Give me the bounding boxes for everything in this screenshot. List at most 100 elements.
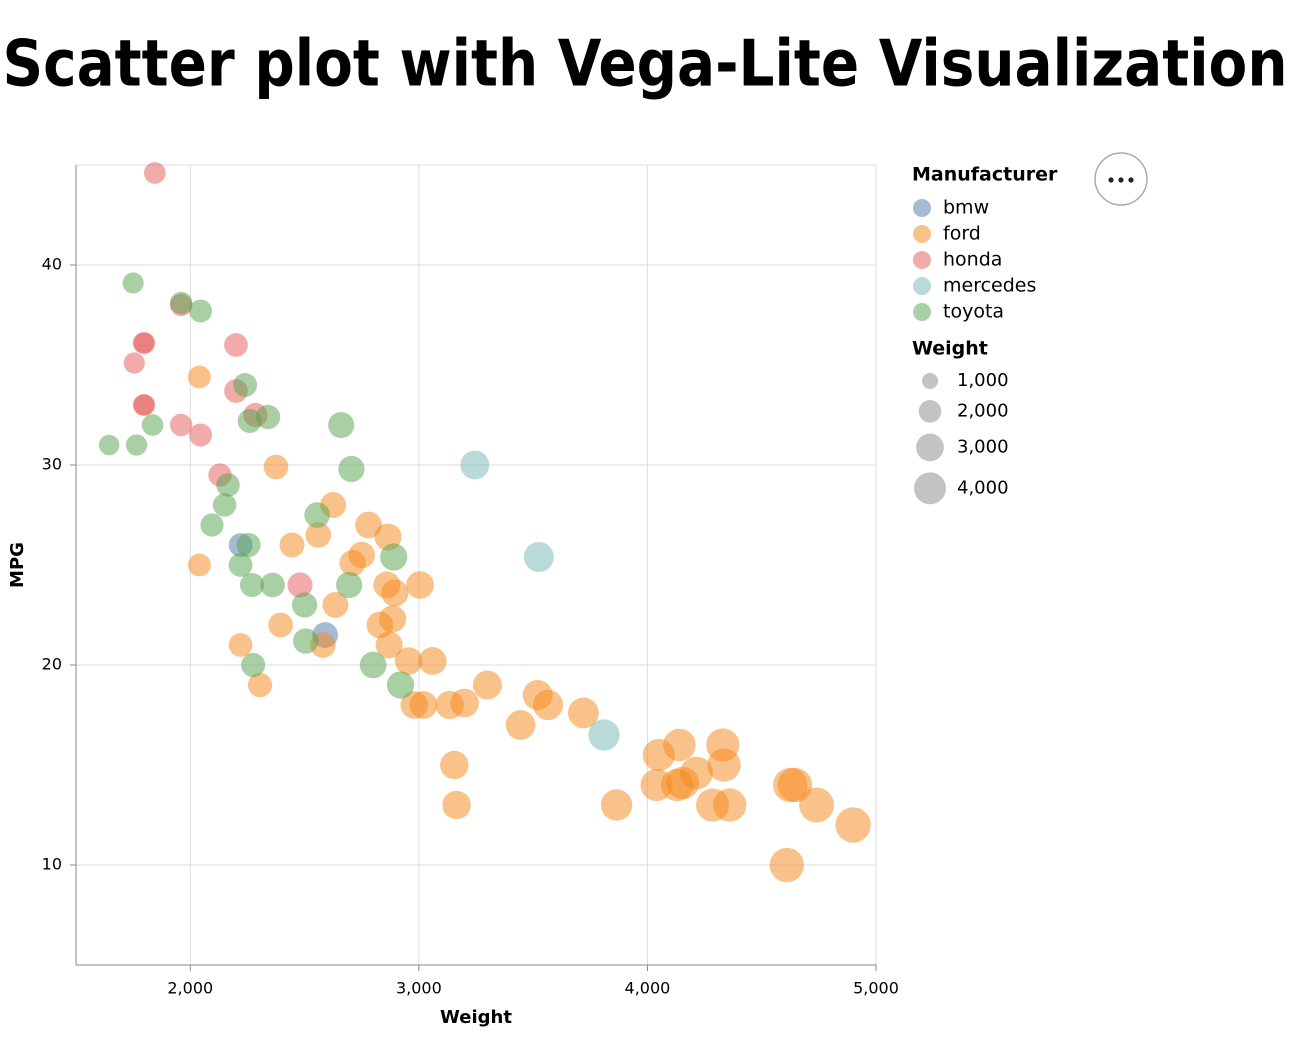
point xyxy=(236,532,261,558)
point xyxy=(293,628,319,654)
size-legend-swatch xyxy=(914,472,946,505)
y-tick-label: 20 xyxy=(42,655,62,674)
point xyxy=(241,652,266,678)
legend-swatch xyxy=(913,225,931,243)
point xyxy=(336,571,363,599)
point xyxy=(769,847,805,883)
menu-dot[interactable] xyxy=(1118,177,1124,183)
point xyxy=(600,789,633,821)
point xyxy=(169,291,193,315)
point xyxy=(355,511,382,539)
point xyxy=(125,434,148,456)
x-tick-label: 2,000 xyxy=(167,979,213,998)
point xyxy=(237,408,262,434)
point xyxy=(386,671,415,699)
point xyxy=(228,633,253,657)
size-legend-label: 4,000 xyxy=(957,477,1009,498)
legend-swatch xyxy=(913,303,931,321)
chart-title: Scatter plot with Vega-Lite Visualizatio… xyxy=(3,28,1288,102)
y-tick-label: 40 xyxy=(42,255,62,274)
legend-swatch xyxy=(913,251,931,269)
legend-swatch xyxy=(913,199,931,217)
point xyxy=(263,454,289,480)
point xyxy=(359,651,387,679)
y-tick-label: 30 xyxy=(42,455,62,474)
point xyxy=(133,394,156,416)
point xyxy=(143,162,166,184)
legend-label: mercedes xyxy=(943,275,1036,297)
size-legend-swatch xyxy=(916,433,944,462)
point xyxy=(233,373,258,397)
point xyxy=(588,719,620,751)
point xyxy=(291,592,318,618)
point xyxy=(378,605,407,633)
point xyxy=(189,299,213,323)
point xyxy=(835,807,871,843)
point xyxy=(239,572,265,598)
point xyxy=(505,710,536,740)
point xyxy=(228,553,253,577)
legend-swatch xyxy=(913,277,931,295)
point xyxy=(406,571,434,599)
point xyxy=(450,688,479,718)
point xyxy=(287,572,313,598)
point xyxy=(440,750,469,780)
point xyxy=(98,434,120,456)
point xyxy=(260,572,285,598)
x-tick-label: 3,000 xyxy=(396,979,442,998)
point xyxy=(123,352,145,374)
legend-title: Manufacturer xyxy=(912,164,1058,186)
point xyxy=(268,612,293,638)
point xyxy=(663,728,696,762)
point xyxy=(409,691,438,719)
point xyxy=(523,541,554,573)
y-tick-label: 10 xyxy=(42,855,62,874)
point xyxy=(304,502,330,528)
point xyxy=(418,647,447,675)
menu-button[interactable] xyxy=(1094,152,1148,206)
size-legend-swatch xyxy=(918,400,942,423)
menu-dot[interactable] xyxy=(1128,177,1134,183)
point xyxy=(200,513,224,537)
point xyxy=(224,333,248,357)
point xyxy=(141,414,164,436)
point xyxy=(532,689,564,721)
point xyxy=(328,411,355,439)
point xyxy=(713,788,747,822)
legend-label: honda xyxy=(943,249,1002,271)
point xyxy=(707,748,741,782)
size-legend-label: 2,000 xyxy=(957,400,1009,421)
size-legend-title: Weight xyxy=(912,338,988,360)
x-tick-label: 4,000 xyxy=(625,979,671,998)
size-legend-label: 1,000 xyxy=(957,370,1009,391)
point xyxy=(188,365,211,389)
point xyxy=(381,579,409,607)
point xyxy=(339,549,366,577)
point xyxy=(279,532,305,558)
point xyxy=(322,592,349,618)
point xyxy=(472,670,502,700)
legend-label: bmw xyxy=(943,197,989,219)
menu-dot[interactable] xyxy=(1108,177,1114,183)
point xyxy=(247,672,273,698)
point xyxy=(375,631,403,659)
point xyxy=(380,543,408,571)
point xyxy=(338,455,365,483)
size-legend-label: 3,000 xyxy=(957,436,1009,457)
point xyxy=(212,493,237,517)
point xyxy=(133,332,156,354)
point xyxy=(189,423,213,447)
point xyxy=(305,522,332,548)
legend-label: ford xyxy=(943,223,981,245)
x-axis-title: Weight xyxy=(440,1007,512,1028)
point xyxy=(188,553,211,577)
point xyxy=(216,473,240,497)
x-tick-label: 5,000 xyxy=(853,979,899,998)
legend-label: toyota xyxy=(943,301,1004,323)
point xyxy=(442,790,471,820)
y-axis-title: MPG xyxy=(7,542,28,588)
point xyxy=(394,647,423,675)
point xyxy=(169,413,193,437)
